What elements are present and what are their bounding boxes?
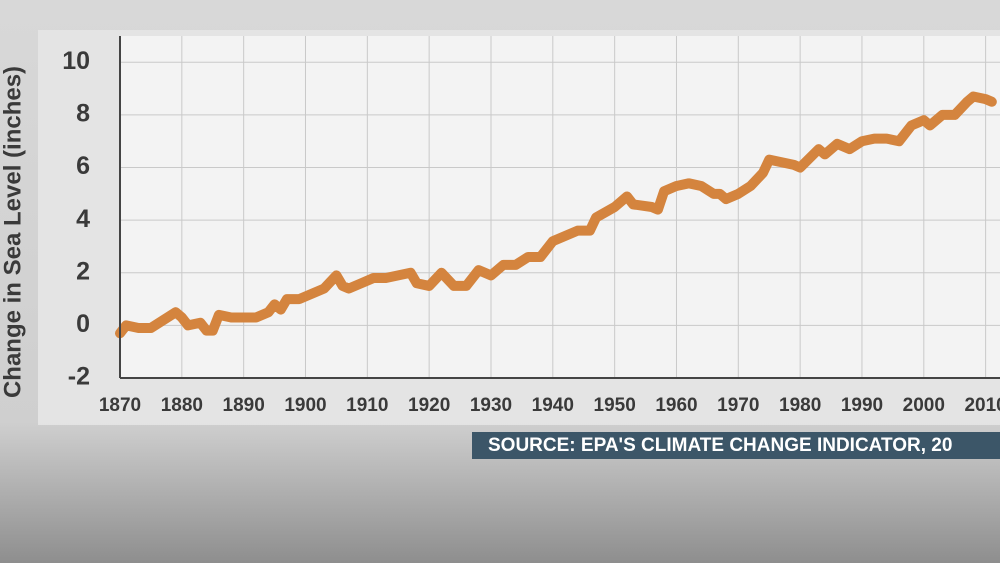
x-tick-label: 1960: [655, 395, 697, 416]
x-tick-label: 1870: [99, 395, 141, 416]
plot-area: [120, 36, 1000, 378]
x-tick-label: 1940: [532, 395, 574, 416]
x-tick-label: 1970: [717, 395, 759, 416]
x-tick-label: 1880: [161, 395, 203, 416]
x-tick-label: 2010: [964, 395, 1000, 416]
y-tick-label: 6: [76, 152, 90, 180]
data-line: [115, 91, 997, 339]
y-tick-label: 8: [76, 100, 90, 128]
y-tick-label: 4: [76, 205, 90, 233]
x-tick-label: 1950: [594, 395, 636, 416]
y-tick-label: 0: [76, 310, 90, 338]
x-tick-label: 1920: [408, 395, 450, 416]
x-tick-label: 1910: [346, 395, 388, 416]
x-tick-label: 1980: [779, 395, 821, 416]
marks: [115, 91, 997, 339]
y-tick-label: 10: [62, 47, 90, 75]
y-tick-label: -2: [68, 363, 90, 391]
x-tick-label: 1900: [284, 395, 326, 416]
x-tick-label: 1930: [470, 395, 512, 416]
x-tick-label: 2000: [903, 395, 945, 416]
source: SOURCE: EPA'S CLIMATE CHANGE INDICATOR, …: [488, 435, 952, 456]
y-axis-label: Change in Sea Level (inches): [0, 66, 26, 398]
source-banner: [472, 432, 1000, 459]
y-tick-label: 2: [76, 257, 90, 285]
x-tick-label: 1990: [841, 395, 883, 416]
x-tick-label: 1890: [223, 395, 265, 416]
